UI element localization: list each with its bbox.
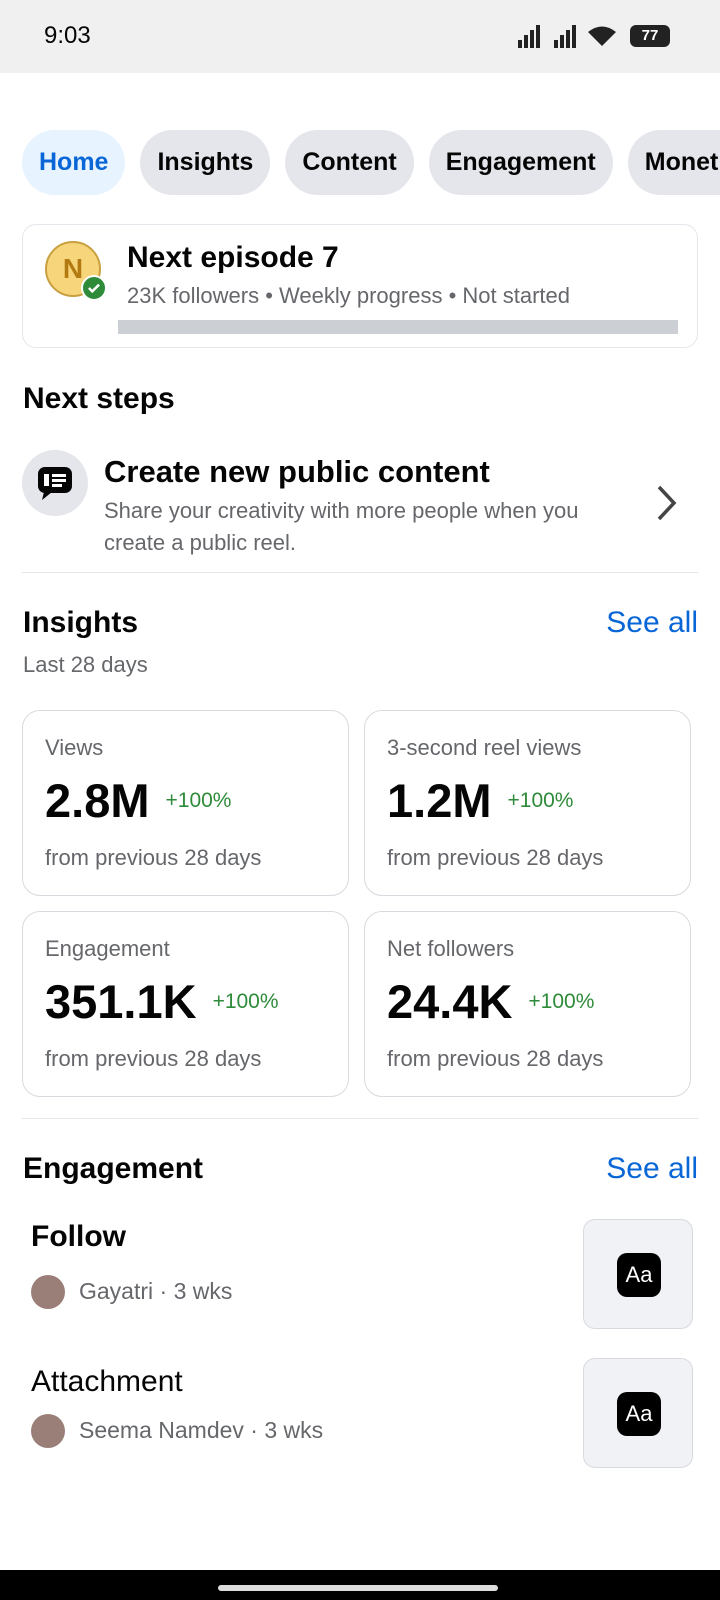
meta-item: 23K followers — [127, 283, 260, 308]
episode-card[interactable]: N Next episode 7 23K followers • Weekly … — [22, 224, 698, 348]
tab-bar: HomeInsightsContentEngagementMonetizatio… — [22, 130, 720, 195]
check-badge — [81, 275, 107, 301]
author-photo — [31, 1414, 65, 1448]
see-all-link[interactable]: See all — [606, 606, 698, 639]
divider — [22, 1118, 698, 1119]
age: 3 wks — [264, 1417, 324, 1443]
thumb-label: Aa — [617, 1253, 661, 1297]
author-photo — [31, 1275, 65, 1309]
item-title[interactable]: Follow — [31, 1220, 126, 1253]
tab[interactable]: Content — [285, 130, 414, 195]
metric-note: from previous 28 days — [387, 1046, 604, 1071]
metric-label: 3-second reel views — [387, 735, 582, 760]
section-heading: Insights — [23, 606, 139, 639]
period: Last 28 days — [23, 652, 148, 677]
thumb-label: Aa — [617, 1392, 661, 1436]
metric-row: 1.2M +100% — [387, 773, 573, 828]
thumbnail[interactable]: Aa — [583, 1219, 693, 1329]
next-step-title[interactable]: Create new public content — [104, 454, 490, 489]
author-name: Seema Namdev — [79, 1417, 244, 1443]
author-meta: Gayatri · 3 wks — [79, 1278, 233, 1304]
avatar: N — [45, 241, 101, 297]
metric-change: +100% — [507, 788, 574, 812]
metric-change: +100% — [528, 989, 595, 1013]
metric-label: Views — [45, 735, 104, 760]
author-name: Gayatri — [79, 1278, 154, 1304]
metric-change: +100% — [165, 788, 232, 812]
tab[interactable]: Monetization — [627, 130, 720, 195]
metric-change: +100% — [212, 989, 279, 1013]
episode-meta: 23K followers • Weekly progress • Not st… — [127, 283, 570, 308]
metric-row: 2.8M +100% — [45, 773, 231, 828]
metric-value: 1.2M — [387, 774, 492, 827]
meta-item: Weekly progress — [279, 283, 443, 308]
age: 3 wks — [173, 1278, 233, 1304]
section-heading: Engagement — [23, 1152, 204, 1185]
section-heading: Next steps — [23, 382, 175, 415]
metric-value: 2.8M — [45, 774, 150, 827]
tab[interactable]: Insights — [140, 130, 271, 195]
tab[interactable]: Engagement — [428, 130, 613, 195]
time: 9:03 — [44, 22, 91, 49]
content-icon — [22, 450, 88, 516]
see-all-link[interactable]: See all — [606, 1152, 698, 1185]
item-title[interactable]: Attachment — [31, 1365, 183, 1398]
insight-card[interactable]: 3-second reel views 1.2M +100% from previou… — [364, 710, 691, 896]
insight-card[interactable]: Engagement 351.1K +100% from previous 28 da… — [22, 911, 349, 1097]
insight-card[interactable]: Net followers 24.4K +100% from previous 28 … — [364, 911, 691, 1097]
episode-title: Next episode 7 — [127, 241, 339, 274]
metric-label: Net followers — [387, 936, 515, 961]
author-meta: Seema Namdev · 3 wks — [79, 1417, 324, 1443]
metric-label: Engagement — [45, 936, 170, 961]
next-step-description: Share your creativity with more people w… — [104, 498, 579, 555]
insight-card[interactable]: Views 2.8M +100% from previous 28 days — [22, 710, 349, 896]
metric-note: from previous 28 days — [45, 845, 262, 870]
metric-row: 24.4K +100% — [387, 974, 594, 1029]
tab[interactable]: Home — [22, 130, 126, 195]
metric-value: 24.4K — [387, 975, 513, 1028]
battery: 77 — [630, 25, 670, 47]
status-bar: 9:03 77 — [0, 0, 720, 73]
metric-note: from previous 28 days — [45, 1046, 262, 1071]
metric-row: 351.1K +100% — [45, 974, 279, 1029]
metric-note: from previous 28 days — [387, 845, 604, 870]
progress-bar — [118, 320, 678, 334]
meta-item: Not started — [462, 283, 570, 308]
chevron[interactable] — [655, 483, 679, 523]
metric-value: 351.1K — [45, 975, 197, 1028]
thumbnail[interactable]: Aa — [583, 1358, 693, 1468]
divider — [22, 572, 698, 573]
signal-icons — [518, 25, 616, 48]
home-indicator[interactable] — [218, 1585, 498, 1591]
